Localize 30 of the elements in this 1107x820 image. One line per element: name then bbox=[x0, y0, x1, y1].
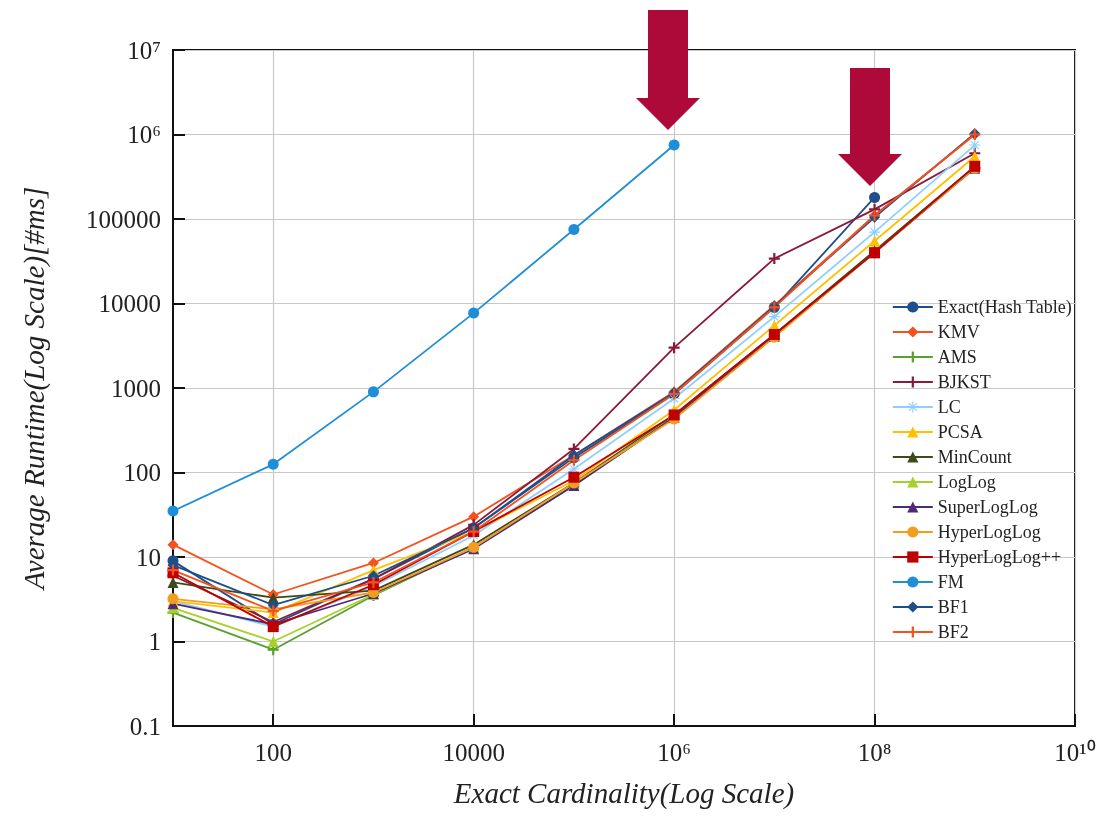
y-tick-label: 100000 bbox=[86, 205, 161, 233]
y-tick-label: 10⁶ bbox=[127, 121, 161, 148]
legend-label: AMS bbox=[937, 347, 977, 367]
y-tick-label: 10000 bbox=[98, 290, 161, 317]
legend-label: Exact(Hash Table) bbox=[937, 297, 1072, 318]
legend-label: SuperLogLog bbox=[937, 497, 1038, 517]
legend-label: HyperLogLog++ bbox=[937, 547, 1062, 567]
x-tick-label: 10⁸ bbox=[857, 739, 892, 766]
legend-label: BF2 bbox=[937, 622, 969, 642]
y-tick-label: 0.1 bbox=[129, 712, 161, 740]
legend-label: HyperLogLog bbox=[937, 522, 1041, 542]
legend-label: MinCount bbox=[937, 447, 1012, 467]
x-tick-label: 10¹⁰ bbox=[1054, 739, 1096, 766]
x-tick-label: 100 bbox=[254, 739, 292, 766]
x-axis-title: Exact Cardinality(Log Scale) bbox=[452, 776, 795, 810]
y-tick-label: 100 bbox=[123, 459, 161, 486]
legend-label: BJKST bbox=[937, 372, 991, 392]
legend-label: KMV bbox=[937, 322, 980, 342]
y-tick-label: 1000 bbox=[111, 374, 161, 402]
y-tick-label: 10 bbox=[136, 543, 161, 571]
y-axis-title: Average Runtime(Log Scale)[#ms] bbox=[17, 186, 51, 592]
x-tick-label: 10⁶ bbox=[657, 739, 691, 766]
legend-label: BF1 bbox=[937, 597, 969, 617]
y-tick-label: 1 bbox=[148, 628, 161, 655]
y-tick-label: 10⁷ bbox=[127, 36, 161, 64]
legend-label: PCSA bbox=[937, 422, 983, 442]
legend-label: LogLog bbox=[937, 472, 996, 492]
x-tick-label: 10000 bbox=[442, 739, 505, 766]
legend-label: LC bbox=[937, 397, 961, 417]
legend-label: FM bbox=[937, 572, 964, 592]
